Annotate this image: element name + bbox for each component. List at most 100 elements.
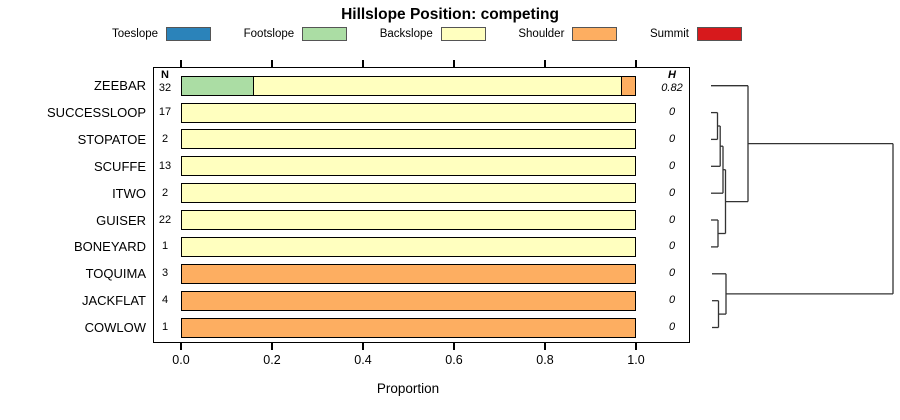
- axis-tick: [180, 60, 182, 67]
- legend-label: Toeslope: [112, 28, 159, 40]
- n-value: 13: [158, 159, 172, 172]
- bar-segment-backslope: [252, 76, 621, 95]
- proportion-bar: [181, 183, 636, 204]
- series-label: BONEYARD: [74, 239, 146, 255]
- bar-row: SUCCESSLOOP 17 0: [0, 99, 700, 126]
- bar-segment-shoulder: [182, 264, 635, 283]
- bar-segment-shoulder: [182, 318, 635, 337]
- legend-label: Footslope: [243, 28, 295, 40]
- legend-label: Summit: [649, 28, 689, 40]
- bar-segment-backslope: [182, 211, 635, 229]
- bar-segment-shoulder: [182, 291, 635, 310]
- series-label: SCUFFE: [94, 158, 146, 174]
- bar-row: BONEYARD 1 0: [0, 233, 700, 260]
- legend-swatch-shoulder: [572, 27, 618, 41]
- h-cell: H 0.82: [648, 65, 696, 99]
- axis-tick: [635, 60, 637, 67]
- n-value: 22: [158, 213, 172, 226]
- proportion-bar: [181, 156, 636, 177]
- h-value: 0: [668, 132, 676, 145]
- axis-tick: [271, 60, 273, 67]
- series-label: ZEEBAR: [93, 78, 146, 94]
- bar-row: ITWO 2 0: [0, 180, 700, 207]
- axis-tick: [635, 343, 637, 350]
- proportion-bar: [181, 236, 636, 257]
- legend-swatch-footslope: [302, 27, 348, 41]
- n-cell: N 32: [152, 65, 178, 99]
- legend-item-summit: Summit: [650, 27, 742, 41]
- series-label: ITWO: [112, 185, 146, 201]
- n-value: 32: [158, 82, 172, 95]
- legend-item-backslope: Backslope: [380, 27, 486, 41]
- legend-swatch-summit: [696, 27, 742, 41]
- axis-tick: [180, 343, 182, 350]
- n-value: 2: [161, 132, 169, 145]
- bar-row: ZEEBAR N 32 H 0.82: [0, 69, 700, 99]
- proportion-bar: [181, 317, 636, 338]
- series-label: TOQUIMA: [85, 266, 146, 282]
- x-tick-label: 0.0: [172, 353, 190, 367]
- proportion-bar: [181, 75, 636, 96]
- n-value: 1: [161, 321, 169, 333]
- h-value: 0: [668, 321, 676, 333]
- series-label: COWLOW: [84, 320, 146, 335]
- legend-label: Shoulder: [518, 28, 565, 40]
- bar-segment-backslope: [182, 184, 635, 203]
- axis-tick: [362, 60, 364, 67]
- bar-segment-backslope: [182, 157, 635, 176]
- plot-box: [153, 67, 690, 343]
- axis-tick: [271, 343, 273, 350]
- h-value: 0: [668, 294, 676, 307]
- bar-row: TOQUIMA 3 0: [0, 260, 700, 287]
- legend-item-footslope: Footslope: [244, 27, 348, 41]
- h-column-header: H: [668, 69, 676, 82]
- x-axis-title: Proportion: [376, 381, 440, 396]
- series-label: JACKFLAT: [81, 293, 146, 309]
- series-label: GUISER: [96, 212, 146, 228]
- legend-swatch-backslope: [440, 27, 486, 41]
- x-tick-label: 0.2: [263, 353, 281, 367]
- x-tick-label: 0.8: [536, 353, 554, 367]
- n-value: 2: [161, 186, 169, 199]
- proportion-bar: [181, 102, 636, 123]
- proportion-bar: [181, 263, 636, 284]
- bar-segment-backslope: [182, 130, 635, 149]
- legend-item-toeslope: Toeslope: [112, 27, 212, 41]
- axis-tick: [544, 60, 546, 67]
- n-value: 17: [158, 106, 172, 119]
- chart-title: Hillslope Position: competing: [341, 6, 559, 23]
- series-label: STOPATOE: [77, 131, 146, 147]
- legend-item-shoulder: Shoulder: [518, 27, 618, 41]
- axis-tick: [544, 343, 546, 350]
- x-tick-label: 0.6: [445, 353, 463, 367]
- h-value: 0: [668, 159, 676, 172]
- proportion-bar: [181, 129, 636, 150]
- n-value: 3: [161, 267, 169, 280]
- h-value: 0: [668, 106, 676, 119]
- n-value: 4: [161, 294, 169, 307]
- bar-segment-shoulder: [620, 76, 635, 95]
- x-tick-label: 0.4: [354, 353, 372, 367]
- n-column-header: N: [161, 69, 169, 82]
- bar-segment-footslope: [182, 76, 253, 95]
- axis-tick: [362, 343, 364, 350]
- bar-segment-backslope: [182, 103, 635, 122]
- bar-row: COWLOW 1 0: [0, 314, 700, 341]
- h-value: 0: [668, 186, 676, 199]
- bar-row: JACKFLAT 4 0: [0, 287, 700, 314]
- axis-tick: [453, 60, 455, 67]
- h-value: 0: [668, 267, 676, 280]
- bar-segment-backslope: [182, 237, 635, 256]
- bar-row: GUISER 22 0: [0, 207, 700, 234]
- legend-label: Backslope: [379, 28, 433, 40]
- legend: Toeslope Footslope Backslope Shoulder Su…: [112, 26, 742, 42]
- proportion-bar: [181, 290, 636, 311]
- bar-row: STOPATOE 2 0: [0, 126, 700, 153]
- series-label: SUCCESSLOOP: [47, 105, 146, 121]
- bar-row: SCUFFE 13 0: [0, 153, 700, 180]
- proportion-bar: [181, 210, 636, 230]
- h-value: 0: [668, 240, 676, 253]
- n-value: 1: [161, 240, 169, 253]
- h-value: 0.82: [661, 82, 683, 95]
